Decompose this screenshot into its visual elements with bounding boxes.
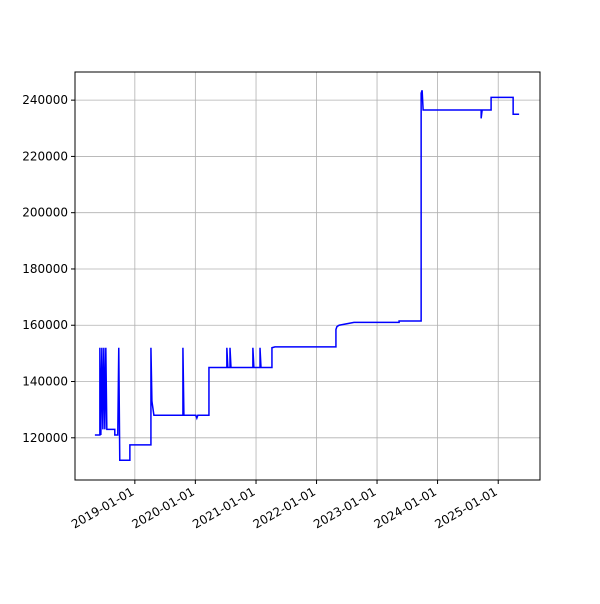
y-tick-label: 240000 <box>22 93 68 107</box>
x-tick-label: 2020-01-01 <box>129 484 196 531</box>
y-tick-label: 180000 <box>22 262 68 276</box>
x-tick-label: 2019-01-01 <box>69 484 136 531</box>
x-tick-label: 2021-01-01 <box>190 484 257 531</box>
y-tick-label: 140000 <box>22 375 68 389</box>
x-tick-label: 2025-01-01 <box>432 484 499 531</box>
y-tick-label: 220000 <box>22 149 68 163</box>
plot-frame <box>74 71 541 481</box>
y-tick-label: 120000 <box>22 431 68 445</box>
y-tick-label: 200000 <box>22 206 68 220</box>
x-tick-label: 2024-01-01 <box>372 484 439 531</box>
x-tick-label: 2023-01-01 <box>311 484 378 531</box>
data-line <box>94 90 520 462</box>
x-tick-label: 2022-01-01 <box>251 484 318 531</box>
y-tick-label: 160000 <box>22 318 68 332</box>
